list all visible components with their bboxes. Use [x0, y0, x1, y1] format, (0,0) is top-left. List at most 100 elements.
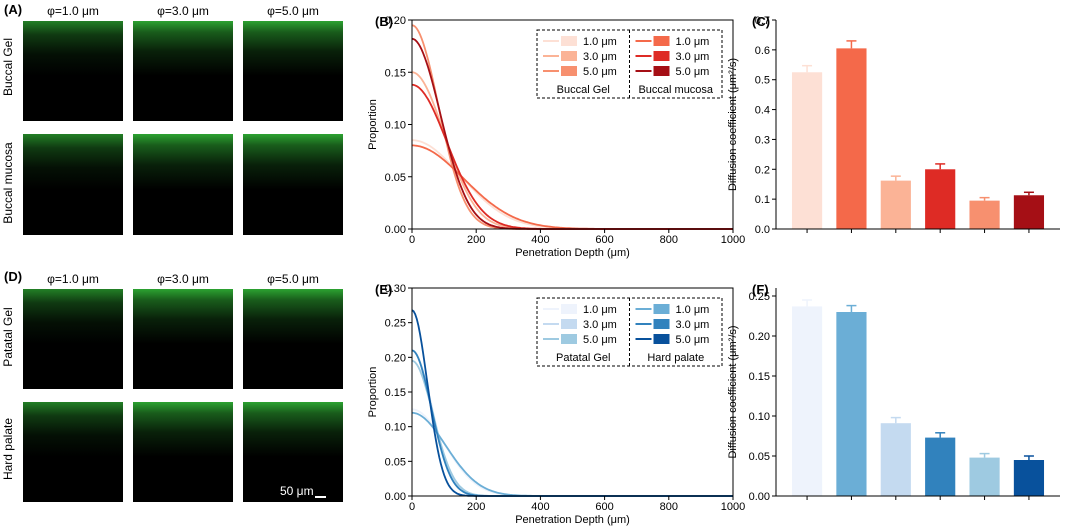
y-tick-label-b-3: 0.15: [385, 67, 406, 79]
series-line-e-5: [411, 349, 733, 497]
x-tick-label-b-3: 600: [595, 234, 613, 246]
bar-f-2: [836, 312, 867, 496]
legend-entry-e-1-2: 5.0 μm: [676, 334, 710, 346]
panel-d-col-3: φ=5.0 μm: [267, 272, 319, 286]
legend-entry-b-0-1: 3.0 μm: [583, 51, 617, 63]
series-line-e-2: [411, 349, 733, 497]
x-tick-label-e-0: 0: [409, 501, 415, 513]
y-axis-label-f: Diffusion coefficient (μm²/s): [727, 325, 739, 458]
legend-swatch-b-1-2: [653, 66, 670, 76]
x-tick-label-e-4: 800: [660, 501, 678, 513]
x-tick-label-b-1: 200: [467, 234, 485, 246]
micrograph-buccal-mucosa-3um: [133, 134, 233, 235]
panel-e-label: (E): [375, 282, 392, 297]
micrograph-buccal-mucosa-1um: [23, 134, 123, 235]
panel-a-col-2: φ=3.0 μm: [157, 4, 209, 18]
y-tick-label-f-5: 0.25: [749, 291, 770, 303]
legend-group-e-1: Hard palate: [647, 352, 704, 364]
micrograph-palatal-gel-3um: [133, 289, 233, 389]
x-tick-label-b-4: 800: [660, 234, 678, 246]
panel-c-label: (C): [752, 14, 770, 29]
legend-swatch-b-0-2: [561, 66, 577, 76]
micrograph-hard-palate-1um: [23, 402, 123, 502]
legend-swatch-b-0-0: [561, 36, 577, 46]
bar-f-1: [791, 306, 823, 496]
legend-swatch-e-0-1: [561, 319, 577, 329]
series-line-b-5: [411, 83, 733, 230]
y-tick-label-f-4: 0.20: [749, 331, 770, 343]
x-tick-label-e-2: 400: [531, 501, 549, 513]
y-tick-label-f-1: 0.05: [749, 451, 770, 463]
y-tick-label-f-3: 0.15: [749, 371, 770, 383]
legend-swatch-e-0-0: [561, 304, 577, 314]
legend-entry-e-0-2: 5.0 μm: [583, 334, 617, 346]
bar-c-5: [969, 200, 1000, 229]
y-tick-label-b-2: 0.10: [385, 120, 406, 132]
bar-f-6: [1013, 460, 1045, 496]
bar-c-4: [925, 169, 956, 229]
panel-a-col-3: φ=5.0 μm: [267, 4, 319, 18]
micrograph-buccal-gel-3um: [133, 21, 233, 121]
panel-d-col-2: φ=3.0 μm: [157, 272, 209, 286]
legend-entry-b-0-2: 5.0 μm: [583, 66, 617, 78]
series-line-e-1: [411, 408, 733, 497]
y-tick-label-e-5: 0.25: [385, 318, 406, 330]
y-axis-label-b: Proportion: [367, 99, 379, 150]
scale-bar-label: 50 μm: [280, 484, 314, 498]
series-line-e-4: [411, 411, 733, 497]
y-tick-label-f-2: 0.10: [749, 411, 770, 423]
micrograph-buccal-gel-1um: [23, 21, 123, 121]
y-axis-label-c: Diffusion coefficient (μm²/s): [727, 58, 739, 191]
y-tick-label-b-0: 0.00: [385, 224, 406, 236]
y-tick-label-c-6: 0.6: [755, 45, 770, 57]
y-tick-label-c-5: 0.5: [755, 75, 770, 87]
legend-group-b-1: Buccal mucosa: [638, 84, 713, 96]
legend-swatch-b-1-0: [653, 36, 670, 46]
bar-f-3: [880, 423, 911, 496]
bar-c-1: [791, 72, 823, 229]
legend-group-e-0: Patatal Gel: [556, 352, 610, 364]
y-tick-label-c-4: 0.4: [755, 105, 770, 117]
micrograph-palatal-gel-5um: [243, 289, 343, 389]
bar-c-6: [1013, 195, 1045, 229]
legend-swatch-e-1-2: [653, 334, 670, 344]
legend-swatch-b-1-1: [653, 51, 670, 61]
micrograph-buccal-gel-5um: [243, 21, 343, 121]
bar-c-2: [836, 48, 867, 229]
x-tick-label-b-0: 0: [409, 234, 415, 246]
legend-entry-e-1-1: 3.0 μm: [676, 319, 710, 331]
y-tick-label-c-3: 0.3: [755, 134, 770, 146]
micrograph-palatal-gel-1um: [23, 289, 123, 389]
panel-f-label: (F): [752, 282, 769, 297]
y-tick-label-c-0: 0.0: [755, 224, 770, 236]
legend-entry-e-1-0: 1.0 μm: [676, 304, 710, 316]
y-tick-label-b-1: 0.05: [385, 172, 406, 184]
legend-swatch-e-1-1: [653, 319, 670, 329]
legend-entry-b-1-0: 1.0 μm: [676, 36, 710, 48]
panel-d-label: (D): [4, 269, 23, 284]
y-tick-label-e-4: 0.20: [385, 352, 406, 364]
bar-f-5: [969, 457, 1000, 496]
x-tick-label-b-2: 400: [531, 234, 549, 246]
x-axis-label-e: Penetration Depth (μm): [515, 514, 630, 526]
x-axis-label-b: Penetration Depth (μm): [515, 247, 630, 259]
panel-b-label: (B): [375, 14, 393, 29]
micrograph-hard-palate-3um: [133, 402, 233, 502]
y-tick-label-e-1: 0.05: [385, 456, 406, 468]
x-tick-label-e-5: 1000: [721, 501, 745, 513]
micrograph-buccal-mucosa-5um: [243, 134, 343, 235]
y-tick-label-c-1: 0.1: [755, 194, 770, 206]
y-tick-label-b-4: 0.20: [385, 15, 406, 27]
y-tick-label-e-6: 0.30: [385, 283, 406, 295]
y-tick-label-c-7: 0.7: [755, 15, 770, 27]
y-tick-label-e-3: 0.15: [385, 387, 406, 399]
x-tick-label-b-5: 1000: [721, 234, 745, 246]
series-line-b-4: [412, 144, 733, 230]
panel-a-label: (A): [4, 2, 23, 17]
legend-entry-b-1-2: 5.0 μm: [676, 66, 710, 78]
legend-entry-b-0-0: 1.0 μm: [583, 36, 617, 48]
y-tick-label-f-0: 0.00: [749, 491, 770, 503]
legend-swatch-b-0-1: [561, 51, 577, 61]
y-tick-label-e-0: 0.00: [385, 491, 406, 503]
